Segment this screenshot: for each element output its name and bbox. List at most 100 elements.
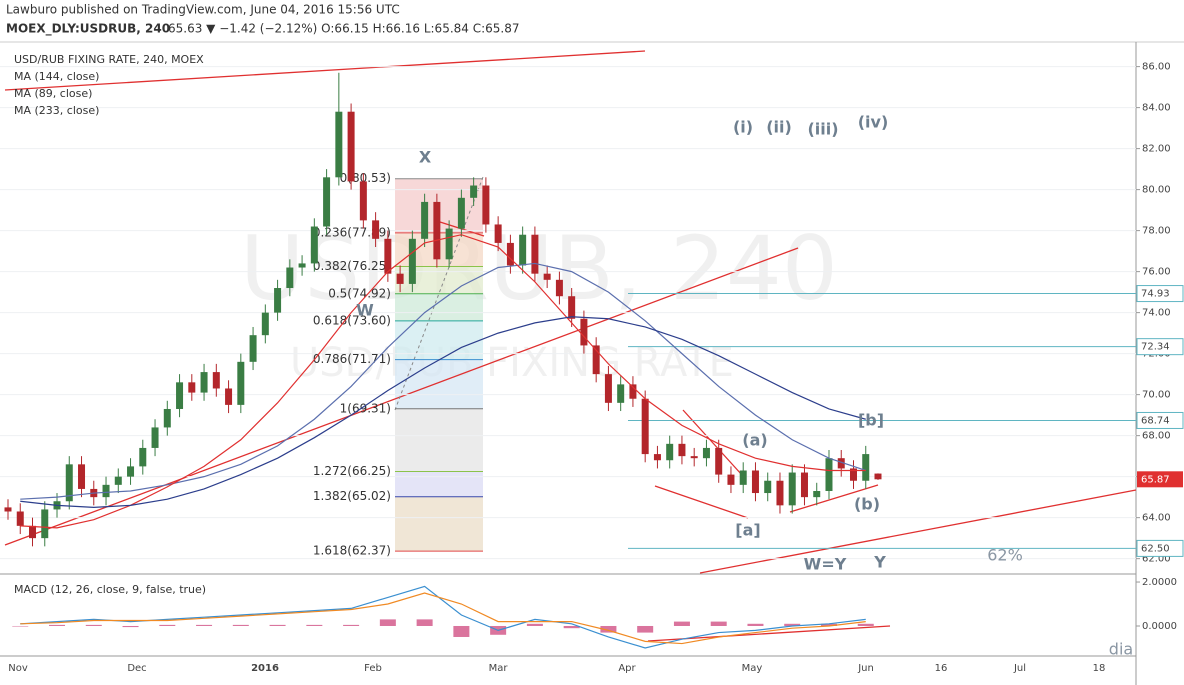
price-label: 72.34 [1141, 342, 1170, 353]
macd-histogram [379, 619, 396, 626]
price-label-box [1136, 338, 1184, 356]
candle-body [702, 447, 710, 459]
candle-body [837, 458, 845, 469]
fib-label: 1.272(66.25) [313, 464, 391, 478]
x-tick-label: 18 [1093, 663, 1106, 674]
candle-body [384, 238, 392, 274]
candle-body [323, 177, 331, 227]
candle-body [800, 472, 808, 498]
candle-body [188, 382, 196, 393]
candle-body [139, 447, 147, 467]
y-tick-label: 64.00 [1142, 513, 1171, 524]
annotation: 62% [987, 546, 1023, 565]
candle-body [65, 464, 73, 502]
annotation: (i) [733, 118, 753, 137]
candle-body [29, 525, 37, 539]
candle-body [163, 408, 171, 428]
macd-histogram [526, 623, 543, 626]
legend-entry: MA (89, close) [14, 87, 92, 100]
chart-title: USD/RUB FIXING RATE, 240, MOEX [14, 53, 204, 66]
macd-histogram [563, 625, 580, 629]
candle-body [751, 470, 759, 494]
annotation: [a] [735, 521, 760, 540]
price-label-box [1136, 285, 1184, 303]
candle-body [151, 427, 159, 448]
moving-average [20, 316, 866, 508]
candle-body [212, 372, 220, 389]
candle-body [617, 384, 625, 403]
candle-body [274, 288, 282, 313]
x-tick-label: Mar [489, 663, 509, 674]
candle-body [690, 456, 698, 459]
candle-body [310, 226, 318, 264]
candle-body [825, 458, 833, 491]
fib-label: 1.618(62.37) [313, 544, 391, 558]
candle-body [641, 398, 649, 455]
fib-band [395, 496, 483, 552]
candle-body [421, 201, 429, 239]
candle-body [359, 181, 367, 221]
macd-tick-label: 2.0000 [1142, 577, 1177, 588]
macd-histogram [159, 624, 176, 626]
candle-body [506, 242, 514, 266]
x-tick-label: 16 [935, 663, 948, 674]
fib-label: 1.382(65.02) [313, 489, 391, 503]
macd-histogram [710, 621, 727, 626]
macd-histogram [306, 624, 323, 626]
y-tick-label: 86.00 [1142, 62, 1171, 73]
quote: 65.63 ▼ −1.42 (−2.12%) O:66.15 H:66.16 L… [168, 22, 520, 36]
annotation: (iii) [807, 120, 838, 139]
x-tick-label: Feb [364, 663, 382, 674]
candle-body [78, 464, 86, 489]
trendline [789, 484, 879, 513]
fib-label: 0.236(77.89) [313, 225, 391, 239]
macd-histogram [747, 623, 764, 626]
fib-label: 0.382(76.25) [313, 259, 391, 273]
candle-body [408, 238, 416, 284]
fib-label: 1(69.31) [340, 401, 391, 415]
candle-body [727, 474, 735, 485]
annotation: Y [873, 553, 886, 572]
x-tick-label: Jul [1013, 663, 1026, 674]
price-label: 74.93 [1141, 289, 1170, 300]
candle-body [433, 201, 441, 260]
candle-body [249, 335, 257, 362]
annotation: dia [1109, 640, 1133, 659]
candle-body [739, 470, 747, 485]
macd-histogram [196, 624, 213, 626]
candle-body [653, 454, 661, 461]
moving-average [20, 234, 866, 529]
price-label-box [1136, 539, 1184, 557]
macd-histogram [453, 625, 470, 637]
candle-body [286, 267, 294, 289]
y-tick-label: 62.00 [1142, 554, 1171, 565]
candle-body [372, 220, 380, 239]
trendline [654, 485, 749, 519]
annotation: W=Y [804, 555, 847, 574]
trendline [4, 247, 799, 546]
macd-histogram [820, 623, 837, 626]
candle-body [4, 507, 12, 512]
annotation: (ii) [766, 118, 792, 137]
candle-body [237, 361, 245, 405]
x-tick-label: Nov [8, 663, 28, 674]
fib-label: 0.618(73.60) [313, 313, 391, 327]
macd-line [20, 592, 866, 645]
symbol: MOEX_DLY:USDRUB, 240 [6, 22, 170, 37]
candle-body [715, 447, 723, 475]
candle-body [470, 185, 478, 198]
fib-band [395, 359, 483, 409]
legend-entry: MA (144, close) [14, 70, 99, 83]
x-tick-label: Dec [127, 663, 146, 674]
candle-body [494, 224, 502, 243]
fib-label: 0.786(71.71) [313, 352, 391, 366]
candle-body [335, 111, 343, 178]
candle-body [666, 443, 674, 461]
candle-body [764, 480, 772, 494]
y-tick-label: 68.00 [1142, 431, 1171, 442]
macd-histogram [122, 625, 139, 628]
watermark-sub: USD/RUB FIXING RATE [290, 340, 734, 386]
annotation: (iv) [858, 113, 889, 132]
candle-body [102, 484, 110, 498]
